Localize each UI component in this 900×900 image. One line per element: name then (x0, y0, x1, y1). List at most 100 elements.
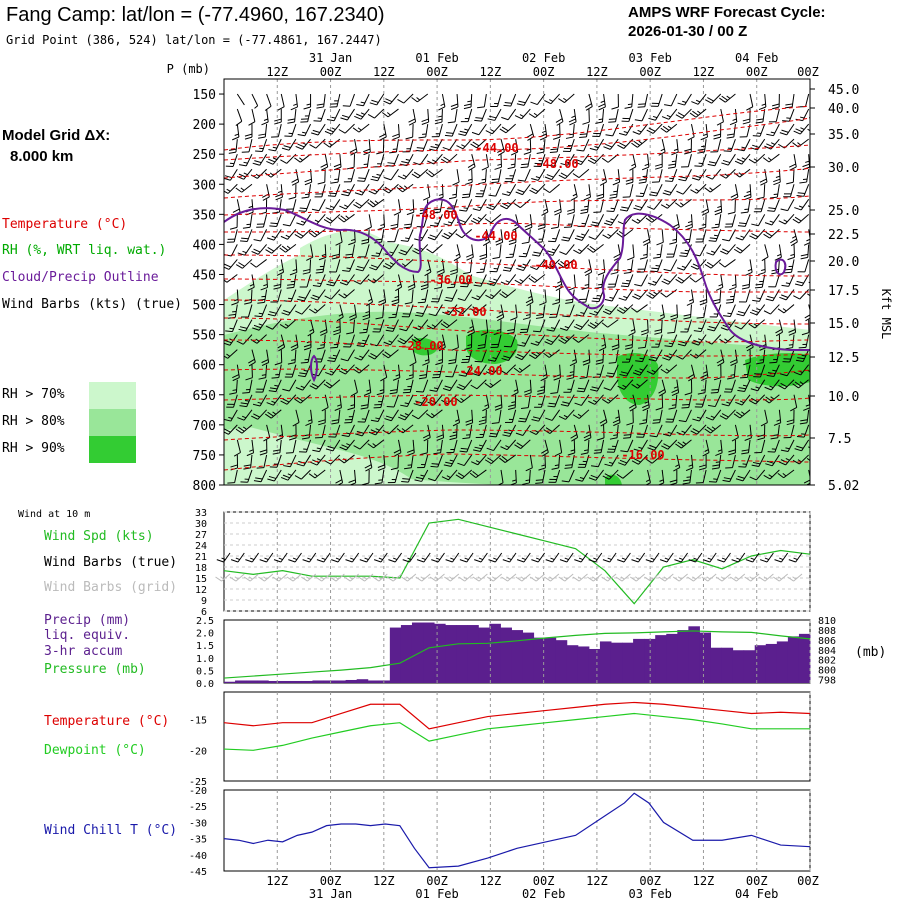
barb-feather (646, 129, 654, 134)
wind-barb (470, 138, 487, 149)
barb-staff (276, 454, 282, 468)
barb-half-feather (521, 557, 526, 561)
wind-barb (450, 259, 458, 276)
legend-rh90: RH > 90% (2, 441, 65, 456)
wind-ytick: 15 (195, 574, 207, 585)
barb-feather (616, 473, 624, 479)
wind-barb (245, 199, 254, 216)
barb-feather (361, 238, 369, 242)
barb-staff (495, 424, 502, 438)
wind-barb (579, 124, 590, 138)
barb-staff (354, 304, 357, 318)
wind-barb (531, 168, 546, 181)
barb-feather (368, 431, 376, 436)
barb-half-feather (652, 280, 657, 284)
barb-half-feather (606, 576, 611, 580)
barb-feather (346, 166, 355, 170)
barb-half-feather (463, 207, 468, 209)
barb-half-feather (452, 193, 457, 196)
wind-barb (645, 552, 660, 563)
barb-feather (787, 576, 794, 582)
barb-feather (680, 252, 688, 255)
barb-feather (751, 464, 759, 467)
barb-staff (578, 168, 590, 178)
pressure-ytick: 808 (818, 626, 836, 637)
barb-staff (712, 409, 722, 421)
barb-staff (221, 573, 231, 582)
barb-half-feather (799, 116, 805, 119)
barb-feather (448, 359, 456, 362)
top-date-label: 31 Jan (309, 51, 352, 65)
barb-half-feather (639, 357, 644, 360)
barb-staff (816, 109, 823, 120)
barb-feather (292, 421, 300, 427)
barb-feather (416, 559, 425, 563)
wind-barb (315, 259, 326, 274)
wind-barb (612, 169, 621, 186)
wind-barb (373, 154, 385, 168)
barb-feather (358, 177, 366, 180)
barb-half-feather (505, 280, 510, 283)
pressure-tick-label: 150 (193, 88, 216, 103)
barb-staff (534, 274, 546, 283)
wind-barb (531, 409, 546, 422)
barb-staff (695, 552, 703, 563)
windchill-ytick: -25 (189, 802, 207, 813)
barb-staff (236, 484, 238, 485)
barb-feather (323, 142, 330, 148)
barb-feather (709, 481, 717, 483)
barb-half-feather (477, 206, 482, 209)
wind-barb (383, 334, 399, 346)
barb-half-feather (679, 202, 684, 206)
barb-feather (235, 428, 243, 434)
barb-feather (690, 430, 698, 435)
barb-feather (594, 449, 602, 451)
barb-staff (536, 93, 546, 105)
wind-ytick: 24 (195, 541, 207, 552)
barb-half-feather (592, 576, 596, 580)
wind-barb (519, 319, 531, 333)
barb-half-feather (378, 557, 383, 561)
barb-staff (446, 319, 458, 329)
barb-staff (537, 334, 546, 346)
barb-staff (465, 364, 473, 377)
barb-staff (611, 289, 619, 302)
barb-staff (361, 424, 370, 437)
barb-staff (817, 184, 823, 195)
grid-point-label: Grid Point (386, 524) lat/lon = (-77.486… (6, 33, 382, 47)
barb-feather (797, 357, 805, 360)
wind-barb (619, 364, 634, 377)
barb-feather (356, 344, 364, 348)
barb-staff (277, 289, 282, 303)
wind-barb (741, 439, 751, 455)
barb-staff (823, 470, 824, 483)
barb-feather (355, 201, 363, 207)
wind-barb (794, 199, 810, 211)
barb-staff (601, 109, 605, 123)
wind-barb (812, 335, 824, 347)
barb-feather (521, 241, 530, 245)
barb-staff (573, 274, 576, 288)
barb-feather (340, 215, 347, 221)
wind-barb (767, 439, 780, 453)
barb-feather (801, 498, 808, 500)
barb-feather (593, 452, 602, 454)
barb-feather (486, 206, 494, 211)
barb-staff (251, 439, 255, 453)
barb-staff (368, 484, 370, 485)
kft-tick-label: 20.0 (828, 255, 859, 270)
barb-feather (238, 494, 245, 496)
wind-barb (660, 198, 678, 209)
top-hour-label: 12Z (266, 65, 288, 79)
barb-feather (669, 241, 677, 245)
barb-feather (251, 250, 259, 255)
barb-staff (537, 168, 546, 181)
wind-barb (633, 439, 648, 452)
wind-barb (281, 304, 297, 316)
barb-feather (274, 121, 282, 125)
barb-feather (441, 399, 448, 405)
barb-staff (608, 394, 619, 404)
barb-feather (652, 419, 661, 421)
wind-barb (225, 319, 238, 333)
barb-feather (367, 443, 374, 449)
